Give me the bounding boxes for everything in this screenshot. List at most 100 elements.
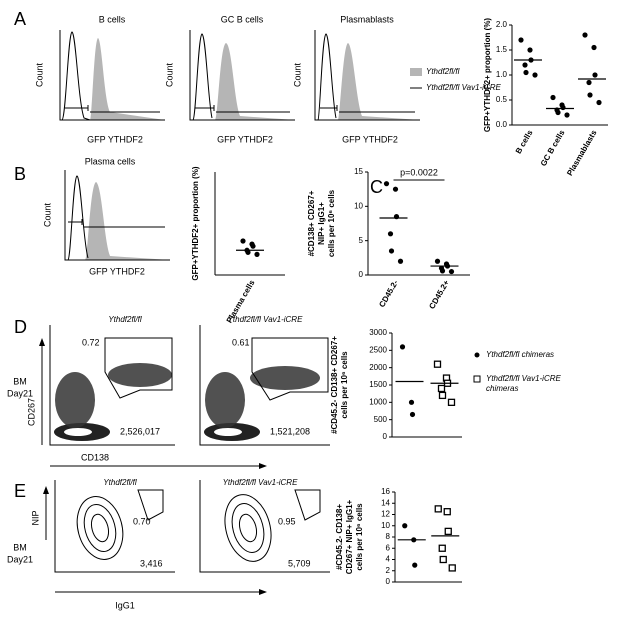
flow-title: Ythdf2fl/fl Vav1-iCRE [223, 478, 299, 487]
x-tick-label: B cells [514, 128, 535, 155]
y-tick-label: 8 [386, 532, 391, 541]
data-point [592, 72, 598, 78]
data-point [586, 79, 592, 86]
annotation: p=0.0022 [400, 167, 438, 177]
y-tick-label: 2 [386, 566, 391, 575]
flow-dot-plot [49, 325, 175, 446]
histogram [64, 170, 170, 261]
data-point [408, 399, 415, 405]
axis-arrow [43, 486, 49, 494]
axis-label: GFP YTHDF2 [89, 266, 145, 276]
gate-label: 0.61 [232, 337, 250, 347]
axis-label: CD267 [26, 398, 36, 426]
annotation: Day21 [7, 554, 33, 564]
y-tick-label: 2.0 [496, 20, 508, 29]
axis-label: Count [292, 63, 302, 88]
data-point [518, 37, 524, 43]
data-point [388, 248, 395, 254]
count-label: 1,521,208 [270, 426, 310, 436]
x-tick-label: CD45.2+ [427, 278, 451, 310]
data-point [383, 181, 390, 187]
data-point [412, 562, 418, 568]
axis-label: GFP YTHDF2 [342, 134, 398, 144]
x-tick-label: Plasmablasts [565, 128, 599, 177]
y-tick-label: 1000 [369, 397, 387, 406]
y-axis-label: #CD138+ CD267+ [307, 190, 316, 256]
data-point [591, 44, 597, 51]
axis-arrow [259, 463, 267, 469]
annotation: BM [13, 542, 27, 552]
y-axis-label: CD267+ NIP+ IgG1+ [345, 499, 354, 574]
y-tick-label: 3000 [369, 328, 387, 337]
flow-contour-plot [54, 480, 175, 573]
data-point [550, 94, 556, 101]
count-label: 3,416 [140, 558, 163, 568]
count-label: 2,526,017 [120, 426, 160, 436]
data-point [397, 258, 404, 264]
data-point [387, 231, 394, 237]
axis-arrow [259, 589, 267, 595]
flow-dot-plot [199, 325, 330, 446]
annotation: BM [13, 376, 27, 386]
y-tick-label: 1.5 [496, 45, 508, 54]
x-tick-label: GC B cells [539, 128, 567, 168]
y-tick-label: 0 [383, 432, 388, 441]
legend-swatch [410, 68, 422, 76]
gate-label: 0.72 [82, 337, 100, 347]
annotation: Day21 [7, 388, 33, 398]
data-point [555, 109, 561, 116]
data-point [434, 258, 441, 264]
y-tick-label: 2500 [369, 345, 387, 354]
y-tick-label: 16 [381, 487, 390, 496]
data-point [560, 104, 566, 111]
y-tick-label: 0.5 [496, 95, 508, 104]
hist-title: B cells [99, 14, 126, 24]
axis-label: Count [164, 63, 174, 88]
data-point [240, 238, 246, 244]
data-point [439, 268, 446, 274]
data-point [392, 186, 399, 192]
data-point [523, 69, 529, 76]
data-point [245, 249, 251, 255]
x-tick-label: CD45.2- [377, 278, 400, 309]
y-tick-label: 10 [381, 521, 390, 530]
data-point [438, 544, 446, 552]
histogram [59, 30, 165, 121]
gate-label: 0.95 [278, 516, 296, 526]
flow-contour-plot [199, 480, 330, 573]
flow-title: Ythdf2fl/fl [103, 478, 137, 487]
hist-title: Plasmablasts [340, 14, 394, 24]
axis-label: Count [42, 203, 52, 228]
legend-marker [473, 375, 481, 383]
y-tick-label: 0 [386, 577, 391, 586]
y-tick-label: 2000 [369, 363, 387, 372]
panel-letter: B [14, 164, 26, 184]
axis-label: NIP [30, 510, 40, 525]
histogram [189, 30, 295, 121]
panel-letter: D [14, 317, 27, 337]
hist-title: GC B cells [221, 14, 264, 24]
data-point [532, 72, 538, 78]
y-axis-label: #CD45.2- CD138+ CD267+ [330, 336, 339, 434]
gate-label: 0.70 [133, 516, 151, 526]
data-point [582, 32, 588, 38]
flow-title: Ythdf2fl/fl Vav1-iCRE [228, 315, 304, 324]
axis-arrow [39, 338, 45, 346]
y-tick-label: 0.0 [496, 120, 508, 129]
panel-letter: A [14, 9, 26, 29]
y-axis-label: GFP+YTHDF2+ proportion (%) [483, 18, 492, 133]
data-point [437, 384, 446, 393]
data-point [443, 508, 451, 516]
y-axis-label: #CD45.2- CD138+ [335, 504, 344, 570]
y-axis-label: NIP+ IgG1+ [317, 202, 326, 245]
legend-marker [474, 352, 480, 358]
y-tick-label: 14 [381, 498, 390, 507]
data-point [564, 112, 570, 118]
data-point [587, 92, 593, 98]
data-point [527, 47, 533, 53]
histogram [314, 30, 420, 121]
y-tick-label: 15 [354, 167, 363, 176]
data-point [250, 243, 256, 249]
legend-label: Ythdf2fl/fl Vav1-iCRE [426, 83, 502, 92]
